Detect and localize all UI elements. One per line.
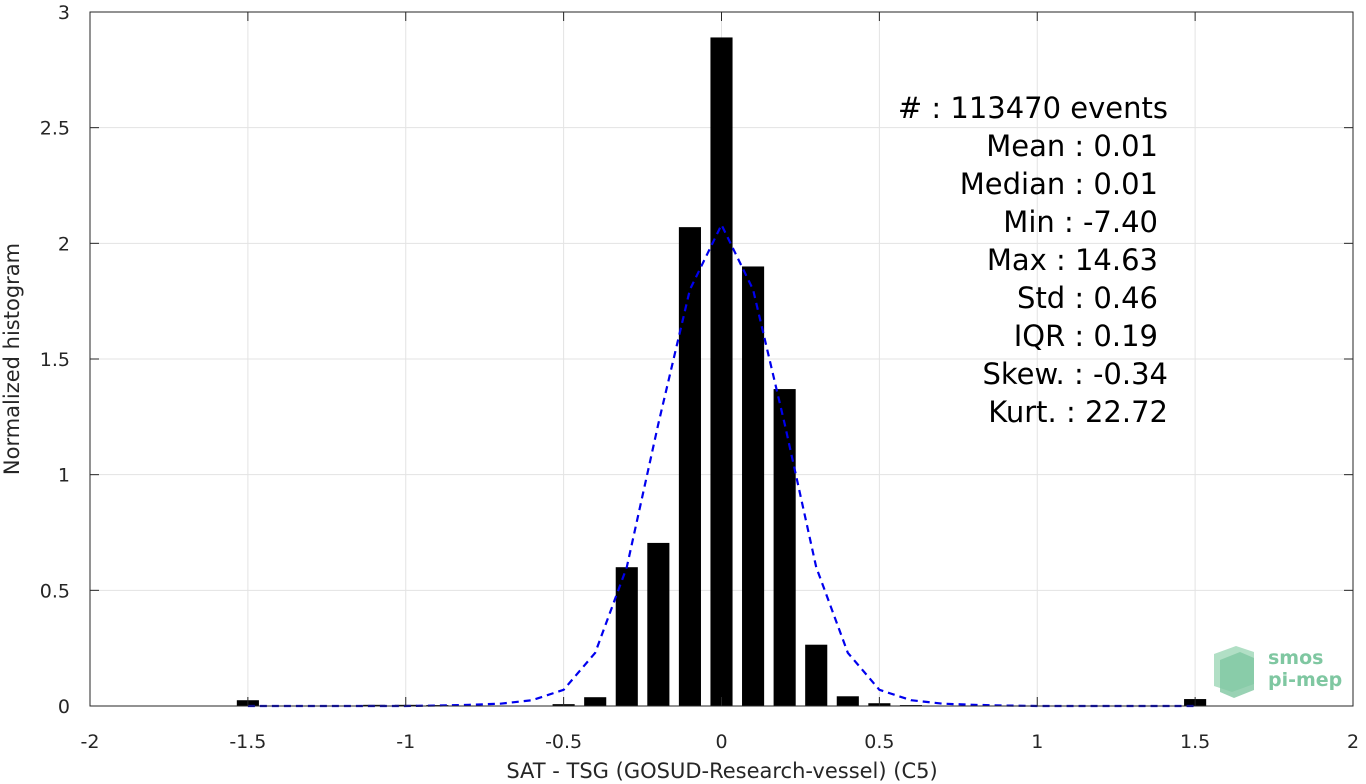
histogram-bar [805,644,828,706]
logo-line2: pi-mep [1268,669,1342,691]
axis-ticks [89,11,1354,707]
x-axis-label: SAT - TSG (GOSUD-Research-vessel) (C5) [506,759,937,783]
y-tick-label: 2.5 [40,118,70,140]
stats-line: Mean : 0.01 [986,129,1158,163]
x-tick-labels: -2 -1.5 -1 -0.5 0 0.5 1 1.5 2 [81,731,1360,753]
stats-line: Median : 0.01 [960,167,1158,201]
histogram-bar [647,542,670,706]
logo-line1: smos [1268,647,1323,669]
histogram-bars [236,37,1207,707]
y-axis-label: Normalized histogram [0,243,24,475]
x-tick-label: -0.5 [545,731,582,753]
histogram-bar [773,389,796,706]
stats-annotation: # : 113470 events Mean : 0.01 Median : 0.0… [898,91,1168,429]
y-tick-labels: 0 0.5 1 1.5 2 2.5 3 [40,2,70,718]
histogram-bar [615,567,638,706]
y-tick-label: 0 [58,696,70,718]
y-tick-label: 0.5 [40,580,70,602]
y-tick-label: 1.5 [40,349,70,371]
stats-line: Std : 0.46 [1017,281,1158,315]
x-tick-label: -1.5 [229,731,266,753]
stats-line: Kurt. : 22.72 [988,395,1168,429]
histogram-bar [584,697,607,706]
x-tick-label: 1 [1031,731,1043,753]
x-tick-label: 0.5 [864,731,894,753]
stats-line: Min : -7.40 [1003,205,1158,239]
histogram-bar [710,37,733,707]
histogram-bar [678,227,701,706]
y-tick-label: 1 [58,465,70,487]
x-tick-label: -2 [81,731,100,753]
stats-line: IQR : 0.19 [1014,319,1158,353]
histogram-bar [836,696,859,706]
stats-line: Skew. : -0.34 [982,357,1168,391]
y-tick-label: 3 [58,2,70,24]
x-tick-label: 2 [1347,731,1359,753]
x-tick-label: 0 [715,731,727,753]
y-tick-label: 2 [58,233,70,255]
stats-line: # : 113470 events [898,91,1168,125]
histogram-bar [742,266,765,706]
smos-pimep-logo: smos pi-mep [1214,646,1342,698]
x-tick-label: -1 [396,731,415,753]
x-tick-label: 1.5 [1180,731,1210,753]
stats-line: Max : 14.63 [987,243,1158,277]
